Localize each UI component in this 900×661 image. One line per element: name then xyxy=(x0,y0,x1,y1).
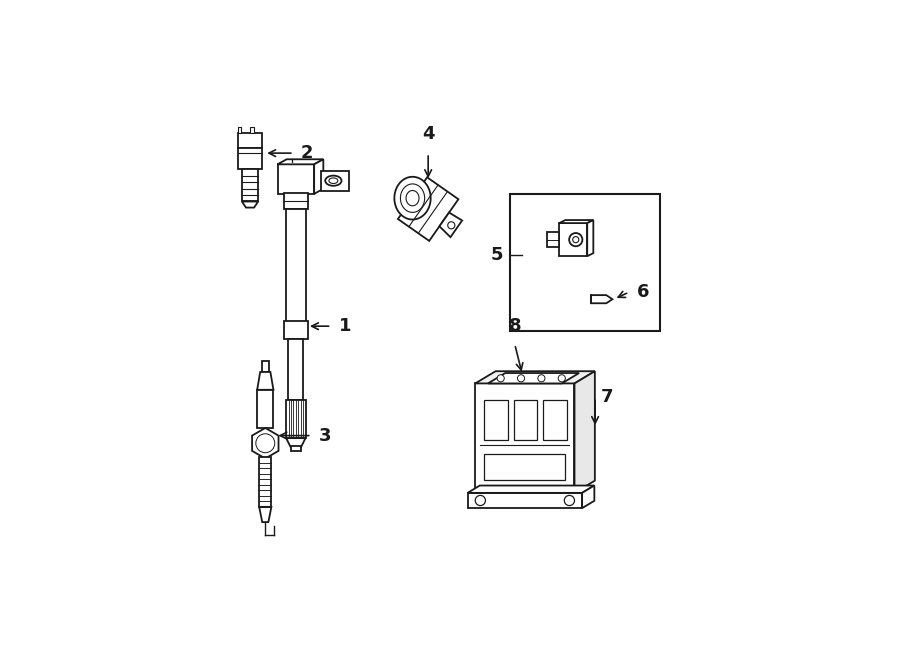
Bar xyxy=(259,457,272,507)
Bar xyxy=(546,232,559,247)
Bar xyxy=(288,339,303,400)
Bar xyxy=(238,127,241,133)
Polygon shape xyxy=(252,428,278,459)
Circle shape xyxy=(256,434,274,453)
Polygon shape xyxy=(559,220,593,223)
Polygon shape xyxy=(257,372,274,390)
Polygon shape xyxy=(242,202,258,208)
Circle shape xyxy=(569,233,582,247)
Polygon shape xyxy=(574,371,595,493)
Bar xyxy=(484,400,508,440)
Polygon shape xyxy=(468,486,594,493)
Text: 2: 2 xyxy=(301,144,313,162)
Circle shape xyxy=(518,375,525,382)
Bar xyxy=(286,400,305,438)
Text: 4: 4 xyxy=(422,125,435,143)
Polygon shape xyxy=(587,220,593,256)
Circle shape xyxy=(558,375,565,382)
Bar xyxy=(238,133,262,148)
Bar xyxy=(277,165,314,194)
Bar xyxy=(514,400,537,440)
Text: 1: 1 xyxy=(339,317,352,335)
Bar xyxy=(509,194,660,331)
Bar xyxy=(475,383,574,493)
Bar xyxy=(257,390,274,428)
Polygon shape xyxy=(591,295,612,303)
Polygon shape xyxy=(277,159,323,165)
Bar xyxy=(250,127,254,133)
Ellipse shape xyxy=(328,178,338,184)
Text: 7: 7 xyxy=(601,389,614,407)
Polygon shape xyxy=(314,159,323,194)
Circle shape xyxy=(497,375,504,382)
Polygon shape xyxy=(406,190,419,206)
Polygon shape xyxy=(286,438,305,447)
Bar xyxy=(468,493,582,508)
Bar xyxy=(559,223,587,256)
Circle shape xyxy=(538,375,545,382)
Polygon shape xyxy=(400,184,425,212)
Bar xyxy=(238,148,262,169)
Bar xyxy=(284,193,308,209)
Ellipse shape xyxy=(325,176,341,186)
Text: 3: 3 xyxy=(319,426,331,445)
Circle shape xyxy=(447,221,454,229)
Circle shape xyxy=(572,237,579,243)
Polygon shape xyxy=(475,371,595,383)
Polygon shape xyxy=(439,213,462,237)
Bar xyxy=(284,321,308,339)
Bar xyxy=(544,400,567,440)
Bar xyxy=(262,361,269,372)
Polygon shape xyxy=(582,486,594,508)
Polygon shape xyxy=(259,507,272,522)
Circle shape xyxy=(475,495,485,506)
Bar xyxy=(286,209,305,324)
Bar xyxy=(291,446,301,451)
Text: 5: 5 xyxy=(491,246,503,264)
Text: 6: 6 xyxy=(637,283,649,301)
Polygon shape xyxy=(398,177,458,241)
Bar xyxy=(320,171,349,191)
Polygon shape xyxy=(488,373,579,383)
Polygon shape xyxy=(394,176,431,219)
Bar xyxy=(484,453,565,480)
Bar xyxy=(242,169,258,202)
Text: 8: 8 xyxy=(508,317,521,335)
Circle shape xyxy=(564,495,574,506)
